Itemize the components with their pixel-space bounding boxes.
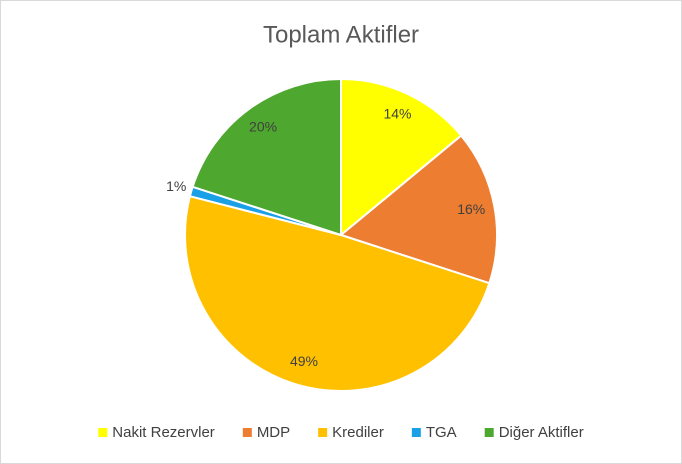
- data-label: 16%: [457, 201, 485, 217]
- pie-slice: [191, 77, 342, 237]
- chart-title: Toplam Aktifler: [263, 21, 419, 48]
- data-label: 49%: [290, 353, 318, 369]
- data-label: 14%: [383, 106, 411, 122]
- legend-marker: [484, 428, 494, 437]
- data-label: 1%: [166, 178, 186, 194]
- legend: Nakit Rezervler MDP Krediler TGA Diğer Aktif…: [98, 424, 584, 441]
- legend-label: Krediler: [332, 424, 384, 441]
- pie-slice: [338, 134, 498, 285]
- data-label: 20%: [249, 118, 277, 134]
- pie-slice: [340, 77, 463, 238]
- legend-marker: [242, 428, 252, 437]
- pie-slice: [184, 194, 491, 392]
- legend-label: Nakit Rezervler: [112, 424, 215, 441]
- legend-label: MDP: [257, 424, 290, 441]
- legend-marker: [98, 428, 108, 437]
- legend-marker: [318, 428, 328, 437]
- legend-label: TGA: [426, 424, 457, 441]
- legend-label: Diğer Aktifler: [499, 424, 584, 441]
- legend-marker: [411, 428, 421, 437]
